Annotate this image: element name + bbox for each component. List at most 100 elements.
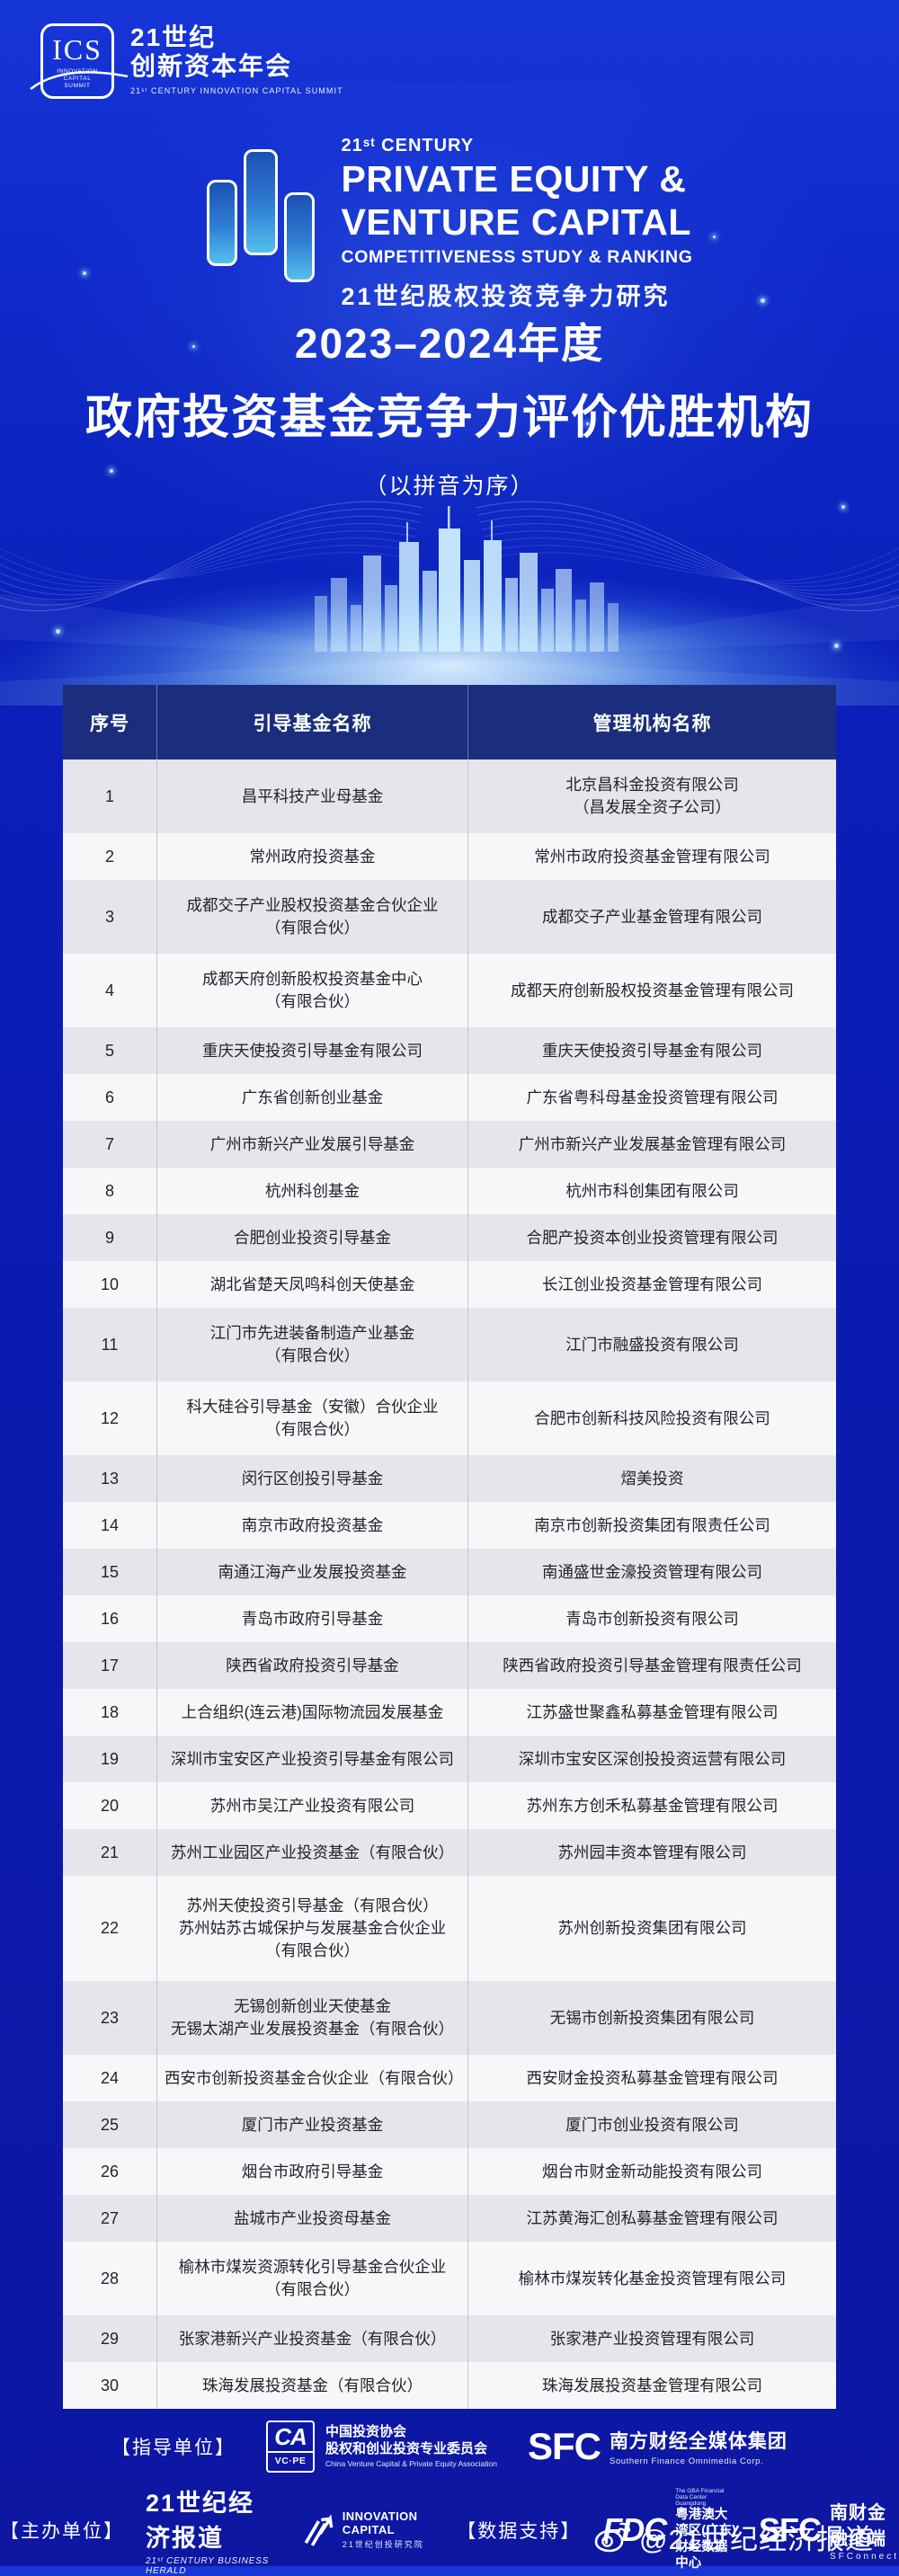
fund-name-cell: 广州市新兴产业发展引导基金 bbox=[157, 1121, 468, 1168]
table-row: 26 烟台市政府引导基金 烟台市财金新动能投资有限公司 bbox=[63, 2148, 836, 2195]
row-number-cell: 3 bbox=[63, 880, 157, 954]
table-row: 19 深圳市宝安区产业投资引导基金有限公司 深圳市宝安区深创投投资运营有限公司 bbox=[63, 1736, 836, 1782]
table-body: 1 昌平科技产业母基金 北京昌科金投资有限公司 （昌发展全资子公司） 2 常州政府… bbox=[63, 759, 836, 2409]
brand-subtitle: COMPETITIVENESS STUDY & RANKING bbox=[341, 247, 693, 267]
row-number-cell: 5 bbox=[63, 1027, 157, 1074]
manager-name-cell: 北京昌科金投资有限公司 （昌发展全资子公司） bbox=[565, 776, 739, 816]
fund-name-cell: 湖北省楚天凤鸣科创天使基金 bbox=[157, 1261, 468, 1308]
table-row: 1 昌平科技产业母基金 北京昌科金投资有限公司 （昌发展全资子公司） bbox=[63, 759, 836, 833]
ics-swoosh-decoration bbox=[30, 71, 129, 90]
manager-name-cell: 重庆天使投资引导基金有限公司 bbox=[542, 1041, 762, 1060]
table-row: 20 苏州市吴江产业投资有限公司 苏州东方创禾私募基金管理有限公司 bbox=[63, 1782, 836, 1829]
sfc-text: 南方财经全媒体集团 Southern Finance Omnimedia Cor… bbox=[609, 2431, 788, 2466]
sfc-logo: SFC bbox=[527, 2425, 601, 2467]
table-row: 6 广东省创新创业基金 广东省粤科母基金投资管理有限公司 bbox=[63, 1074, 836, 1121]
table-row: 28 榆林市煤炭资源转化引导基金合伙企业 （有限合伙） 榆林市煤炭转化基金投资管理… bbox=[63, 2242, 836, 2315]
title-year: 2023–2024年度 bbox=[294, 320, 605, 367]
row-number-cell: 16 bbox=[63, 1595, 157, 1642]
manager-name-cell: 广东省粤科母基金投资管理有限公司 bbox=[526, 1088, 779, 1106]
ics-logo-text: ICS bbox=[52, 33, 102, 66]
brand-block: 21ˢᵗ CENTURY PRIVATE EQUITY & VENTURE CA… bbox=[0, 137, 899, 309]
table-row: 5 重庆天使投资引导基金有限公司 重庆天使投资引导基金有限公司 bbox=[63, 1027, 836, 1074]
sfc-connect-logo: SFC bbox=[758, 2510, 822, 2548]
fund-name-cell: 重庆天使投资引导基金有限公司 bbox=[157, 1027, 468, 1074]
summit-name-en: 21ˢᵗ CENTURY INNOVATION CAPITAL SUMMIT bbox=[130, 86, 343, 96]
table-row: 12 科大硅谷引导基金（安徽）合伙企业 （有限合伙） 合肥市创新科技风险投资有限公… bbox=[63, 1381, 836, 1455]
manager-name-cell: 南通盛世金濠投资管理有限公司 bbox=[542, 1562, 762, 1581]
ics-logo-subtext: INNOVATION CAPITAL SUMMIT bbox=[57, 68, 98, 89]
row-number-cell: 2 bbox=[63, 833, 157, 880]
brand-title-line2: VENTURE CAPITAL bbox=[341, 201, 691, 243]
brand-title-line1: PRIVATE EQUITY & bbox=[341, 158, 687, 200]
guide-units-label: 【指导单位】 bbox=[111, 2438, 236, 2458]
table-row: 16 青岛市政府引导基金 青岛市创新投资有限公司 bbox=[63, 1595, 836, 1642]
row-number-cell: 7 bbox=[63, 1121, 157, 1168]
manager-name-cell: 烟台市财金新动能投资有限公司 bbox=[542, 2162, 762, 2181]
table-row: 18 上合组织(连云港)国际物流园发展基金 江苏盛世聚鑫私募基金管理有限公司 bbox=[63, 1689, 836, 1736]
table-row: 4 成都天府创新股权投资基金中心 （有限合伙） 成都天府创新股权投资基金管理有限公… bbox=[63, 954, 836, 1027]
weibo-handle: @21世纪经济报道 bbox=[639, 2524, 874, 2555]
fund-name-cell: 无锡创新创业天使基金 无锡太湖产业发展投资基金（有限合伙） bbox=[157, 1981, 468, 2055]
fund-name-cell: 张家港新兴产业投资基金（有限合伙） bbox=[157, 2315, 468, 2362]
footer-guide-row: 【指导单位】 CA VC·PE 中国投资协会 股权和创业投资专业委员会 Chin… bbox=[0, 2421, 899, 2473]
manager-name-cell: 深圳市宝安区深创投投资运营有限公司 bbox=[518, 1749, 787, 1768]
table-row: 27 盐城市产业投资母基金 江苏黄海汇创私募基金管理有限公司 bbox=[63, 2195, 836, 2242]
table-row: 22 苏州天使投资引导基金（有限合伙） 苏州姑苏古城保护与发展基金合伙企业 （有限合… bbox=[63, 1876, 836, 1981]
table-row: 8 杭州科创基金 杭州市科创集团有限公司 bbox=[63, 1168, 836, 1214]
skyline-waves-decoration bbox=[0, 501, 899, 706]
manager-name-cell: 合肥市创新科技风险投资有限公司 bbox=[534, 1408, 770, 1427]
page-title: 政府投资基金竞争力评价优胜机构 bbox=[85, 392, 814, 444]
manager-name-cell: 榆林市煤炭转化基金投资管理有限公司 bbox=[518, 2269, 787, 2287]
row-number-cell: 9 bbox=[63, 1214, 157, 1261]
star-dot bbox=[83, 271, 86, 275]
row-number-cell: 24 bbox=[63, 2055, 157, 2101]
row-number-cell: 10 bbox=[63, 1261, 157, 1308]
fund-name-cell: 西安市创新投资基金合伙企业（有限合伙） bbox=[157, 2055, 468, 2101]
cvca-text: 中国投资协会 股权和创业投资专业委员会 China Venture Capita… bbox=[325, 2423, 497, 2469]
manager-name-cell: 江苏盛世聚鑫私募基金管理有限公司 bbox=[526, 1702, 779, 1721]
star-dot bbox=[586, 422, 589, 425]
row-number-cell: 18 bbox=[63, 1689, 157, 1736]
row-number-cell: 29 bbox=[63, 2315, 157, 2362]
column-header-fund: 引导基金名称 bbox=[157, 685, 468, 759]
business-herald-logo: 21世纪经济报道 21ˢᵗ CENTURY BUSINESS HERALD bbox=[146, 2490, 270, 2576]
table-row: 30 珠海发展投资基金（有限合伙） 珠海发展投资基金管理有限公司 bbox=[63, 2362, 836, 2409]
table-row: 21 苏州工业园区产业投资基金（有限合伙） 苏州园丰资本管理有限公司 bbox=[63, 1829, 836, 1876]
star-dot bbox=[841, 505, 845, 509]
table-row: 15 南通江海产业发展投资基金 南通盛世金濠投资管理有限公司 bbox=[63, 1549, 836, 1595]
fund-name-cell: 南通江海产业发展投资基金 bbox=[157, 1549, 468, 1595]
fund-name-cell: 上合组织(连云港)国际物流园发展基金 bbox=[157, 1689, 468, 1736]
fdc-text: The GBA Financial Data Center Guangdong … bbox=[675, 2487, 736, 2572]
fund-name-cell: 科大硅谷引导基金（安徽）合伙企业 （有限合伙） bbox=[157, 1381, 468, 1455]
manager-name-cell: 长江创业投资基金管理有限公司 bbox=[542, 1275, 762, 1293]
manager-name-cell: 珠海发展投资基金管理有限公司 bbox=[542, 2376, 762, 2394]
manager-name-cell: 合肥产投资本创业投资管理有限公司 bbox=[526, 1228, 779, 1247]
fund-name-cell: 成都天府创新股权投资基金中心 （有限合伙） bbox=[157, 954, 468, 1027]
fund-name-cell: 陕西省政府投资引导基金 bbox=[157, 1642, 468, 1689]
manager-name-cell: 成都天府创新股权投资基金管理有限公司 bbox=[511, 981, 794, 999]
row-number-cell: 25 bbox=[63, 2101, 157, 2148]
row-number-cell: 21 bbox=[63, 1829, 157, 1876]
cvca-logo: CA VC·PE bbox=[266, 2421, 316, 2473]
innovation-capital-icon bbox=[304, 2513, 334, 2546]
manager-name-cell: 苏州园丰资本管理有限公司 bbox=[557, 1843, 747, 1861]
manager-name-cell: 成都交子产业基金管理有限公司 bbox=[542, 907, 762, 926]
fund-name-cell: 苏州市吴江产业投资有限公司 bbox=[157, 1782, 468, 1829]
star-dot bbox=[192, 345, 195, 348]
fund-name-cell: 青岛市政府引导基金 bbox=[157, 1595, 468, 1642]
table-row: 2 常州政府投资基金 常州市政府投资基金管理有限公司 bbox=[63, 833, 836, 880]
manager-name-cell: 江门市融盛投资有限公司 bbox=[565, 1335, 739, 1354]
table-header-row: 序号 引导基金名称 管理机构名称 bbox=[63, 685, 836, 759]
row-number-cell: 13 bbox=[63, 1455, 157, 1502]
host-units-label: 【主办单位】 bbox=[0, 2520, 124, 2542]
weibo-watermark: @21世纪经济报道 bbox=[594, 2517, 874, 2557]
table-row: 9 合肥创业投资引导基金 合肥产投资本创业投资管理有限公司 bbox=[63, 1214, 836, 1261]
row-number-cell: 28 bbox=[63, 2242, 157, 2315]
innovation-capital-logo: INNOVATION CAPITAL 21世纪创投研究院 bbox=[302, 2505, 435, 2555]
fund-name-cell: 昌平科技产业母基金 bbox=[157, 759, 468, 833]
row-number-cell: 17 bbox=[63, 1642, 157, 1689]
row-number-cell: 15 bbox=[63, 1549, 157, 1595]
column-header-manager: 管理机构名称 bbox=[592, 713, 712, 734]
data-support-label: 【数据支持】 bbox=[457, 2520, 582, 2542]
ics-logo: ICS INNOVATION CAPITAL SUMMIT bbox=[30, 23, 129, 99]
